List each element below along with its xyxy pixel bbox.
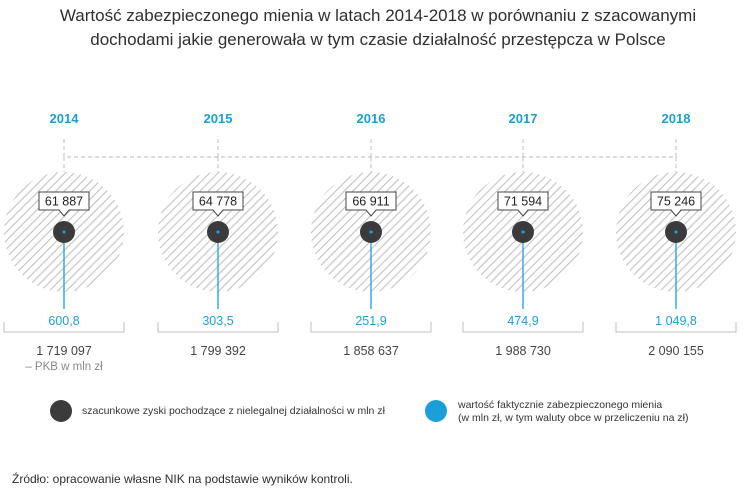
blue-mark-2016	[369, 230, 373, 234]
pkb-value-2015: 1 799 392	[190, 344, 246, 358]
secured-value-2014: 600,8	[48, 314, 79, 328]
secured-value-2016: 251,9	[355, 314, 386, 328]
profit-value-2015: 64 778	[199, 195, 237, 209]
callout-box-2016	[345, 191, 397, 217]
column-bracket-2015	[157, 322, 279, 333]
year-bracket-horizontal	[63, 139, 677, 158]
year-label-2018: 2018	[662, 111, 691, 126]
legend-blue-swatch	[425, 400, 447, 422]
profit-value-2016: 66 911	[352, 195, 389, 209]
legend-dark-swatch	[50, 400, 72, 422]
callout-box-2015	[192, 191, 244, 217]
year-label-2017: 2017	[509, 111, 538, 126]
legend-dark-label: szacunkowe zyski pochodzące z nielegalne…	[82, 405, 385, 417]
chart-title-line-1: Wartość zabezpieczonego mienia w latach …	[59, 6, 697, 25]
column-bracket-2018	[615, 322, 737, 333]
pkb-value-2017: 1 988 730	[495, 344, 551, 358]
secured-value-2018: 1 049,8	[655, 314, 697, 328]
column-bracket-2016	[310, 322, 432, 333]
callout-box-2018	[650, 191, 702, 217]
pkb-note: – PKB w mln zł	[25, 361, 103, 373]
profit-value-2017: 71 594	[504, 195, 542, 209]
blue-mark-2017	[521, 230, 525, 234]
legend-blue-label-line-2: (w mln zł, w tym waluty obce w przelicze…	[458, 412, 689, 424]
secured-value-2015: 303,5	[202, 314, 233, 328]
column-bracket-2017	[462, 322, 584, 333]
secured-value-2017: 474,9	[507, 314, 538, 328]
year-label-2014: 2014	[50, 111, 80, 126]
blue-mark-2015	[216, 230, 220, 234]
year-label-2015: 2015	[204, 111, 233, 126]
pkb-value-2016: 1 858 637	[343, 344, 399, 358]
profit-value-2014: 61 887	[45, 195, 83, 209]
legend-blue-label-line-1: wartość faktycznie zabezpieczonego mieni…	[458, 399, 663, 411]
column-bracket-2014	[3, 322, 125, 333]
profit-value-2018: 75 246	[657, 195, 695, 209]
chart-title-line-2: dochodami jakie generowała w tym czasie …	[90, 30, 666, 49]
source-note: Źródło: opracowanie własne NIK na podsta…	[12, 472, 353, 486]
blue-mark-2014	[62, 230, 66, 234]
year-label-2016: 2016	[357, 111, 386, 126]
blue-mark-2018	[674, 230, 678, 234]
pkb-value-2018: 2 090 155	[648, 344, 704, 358]
pkb-value-2014: 1 719 097	[36, 344, 92, 358]
chart-title: Wartość zabezpieczonego mienia w latach …	[0, 4, 756, 52]
callout-box-2014	[38, 191, 90, 217]
callout-box-2017	[497, 191, 549, 217]
